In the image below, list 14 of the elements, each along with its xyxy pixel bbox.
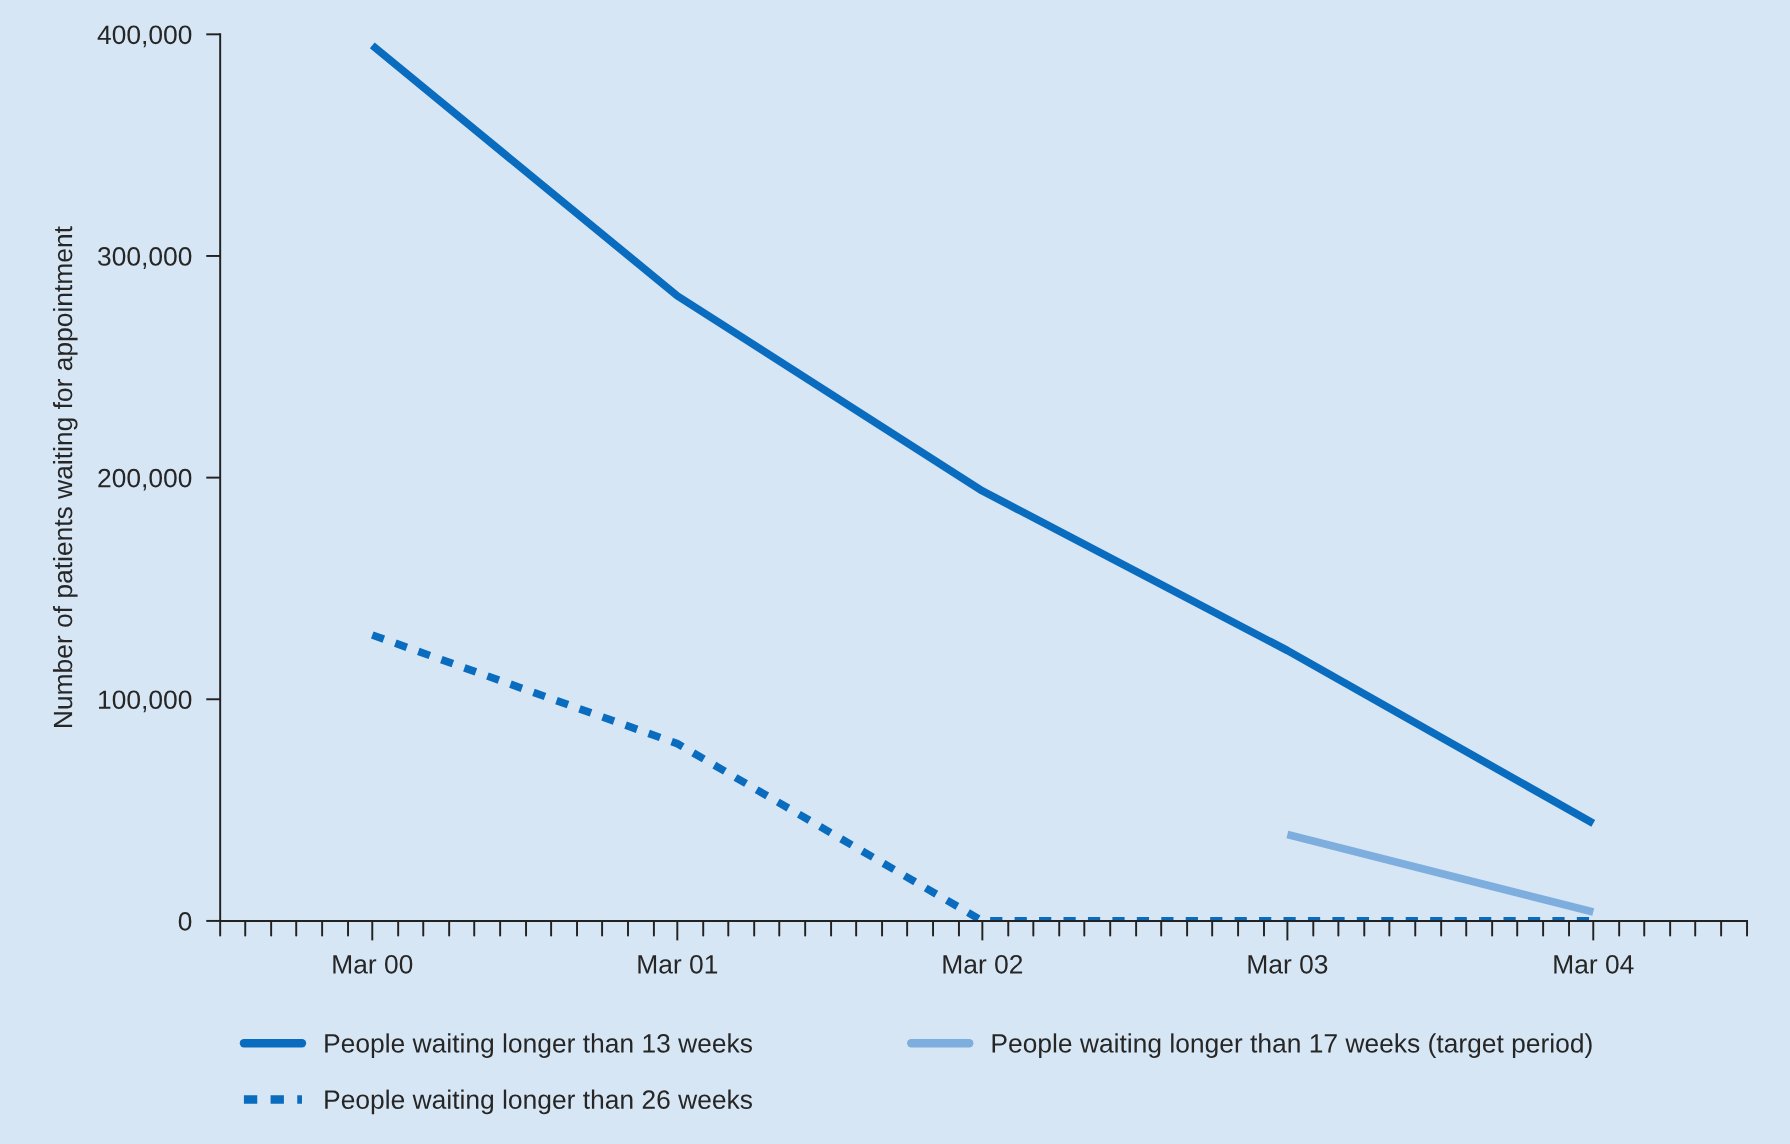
x-tick-label: Mar 01 xyxy=(638,954,718,974)
y-tick-label: 200,000 xyxy=(98,468,192,491)
x-tick-label: Mar 04 xyxy=(1554,954,1634,974)
y-tick-label: 100,000 xyxy=(99,690,192,713)
legend-label: People waiting longer than 17 weeks (target period) xyxy=(992,1033,1592,1058)
legend-label: People waiting longer than 13 weeks xyxy=(325,1033,752,1058)
y-tick-label: 300,000 xyxy=(98,247,192,269)
y-axis-title: Number of patients waiting for appointment xyxy=(52,226,78,727)
x-tick-label: Mar 03 xyxy=(1248,954,1328,974)
y-tick-label: 0 xyxy=(178,912,192,931)
x-tick-label: Mar 00 xyxy=(333,954,413,974)
y-tick-label: 400,000 xyxy=(97,25,192,48)
x-tick-label: Mar 02 xyxy=(943,954,1023,974)
legend-label: People waiting longer than 26 weeks xyxy=(325,1089,752,1115)
